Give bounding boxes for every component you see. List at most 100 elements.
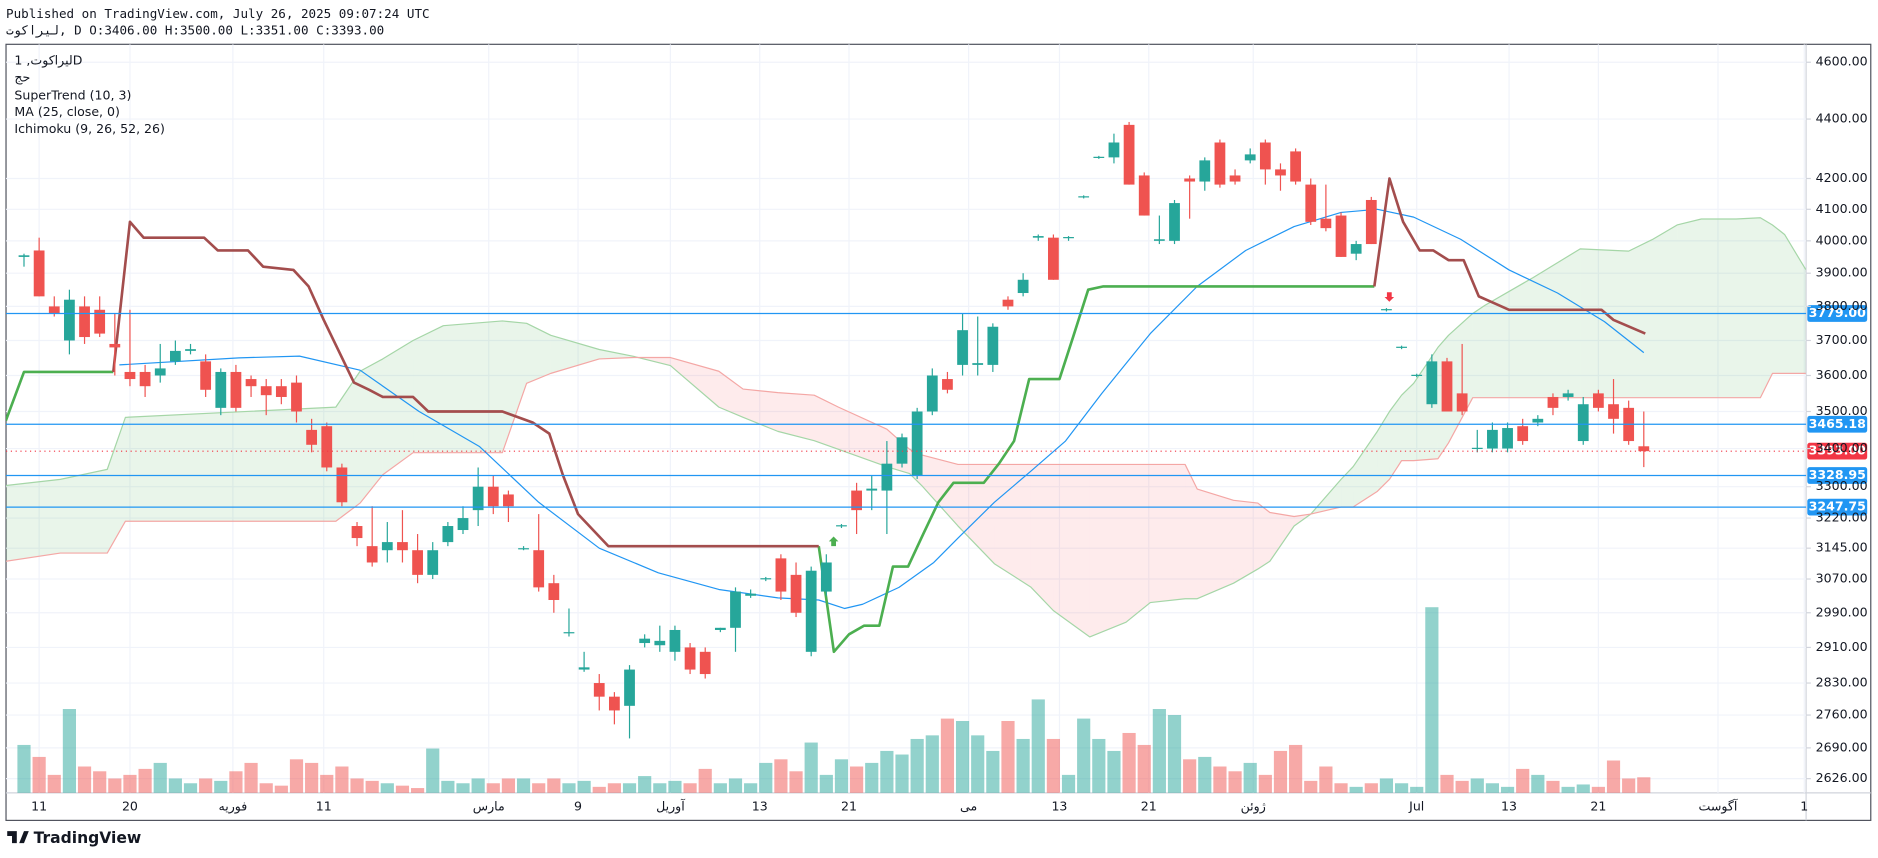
candle-body: [820, 562, 832, 592]
cloud-segment: [1628, 239, 1653, 398]
candle-body: [200, 361, 212, 390]
volume-bar: [910, 738, 924, 793]
candle-body: [1108, 142, 1120, 158]
volume-bar: [244, 762, 258, 793]
candle-body: [1547, 396, 1559, 408]
candle-body: [1562, 393, 1574, 397]
cloud-segment: [718, 371, 744, 418]
candle-body: [1032, 236, 1044, 238]
candle-body: [1290, 151, 1302, 182]
candle-body: [1078, 196, 1090, 198]
cloud-segment: [1030, 464, 1054, 611]
cloud-segment: [1257, 503, 1270, 570]
candle-body: [836, 525, 847, 527]
x-tick-label: 20: [122, 799, 138, 814]
cloud-segment: [1784, 234, 1806, 374]
candle-body: [1350, 244, 1362, 254]
candle-body: [533, 550, 545, 588]
volume-bar: [214, 780, 228, 793]
candle-body: [1259, 142, 1271, 170]
y-tick-label: 3070.00: [1816, 571, 1868, 586]
volume-bar: [1576, 784, 1590, 793]
candle-body: [593, 683, 605, 697]
indicators: [6, 177, 1646, 654]
volume-bar: [305, 762, 319, 793]
volume-bar: [1319, 766, 1333, 793]
candle-body: [1335, 215, 1347, 257]
candle-body: [608, 696, 620, 711]
volume-bar: [138, 768, 152, 793]
candle-body: [94, 309, 106, 334]
volume-bar: [1606, 760, 1621, 793]
legend-ma: MA (25, close, 0): [14, 104, 120, 119]
volume-bar: [259, 783, 273, 793]
y-tick-label: 3300.00: [1816, 478, 1868, 493]
volume-bar: [1031, 699, 1045, 793]
candle-body: [427, 550, 439, 575]
candle-body: [351, 526, 363, 539]
candle-body: [33, 250, 45, 297]
volume-bar: [1304, 780, 1318, 793]
cloud-segment: [1652, 224, 1678, 398]
legend-symbol: لیراکوت, 1D: [14, 53, 82, 69]
legend-supertrend: SuperTrend (10, 3): [14, 87, 131, 102]
volume-bar: [274, 785, 288, 793]
candle-body: [881, 463, 893, 491]
volume-bar: [62, 709, 76, 793]
candle-body: [487, 486, 499, 507]
candle-body: [714, 627, 726, 630]
candle-body: [926, 375, 938, 412]
volume-bar: [1546, 780, 1560, 793]
cloud-segment: [1233, 500, 1258, 584]
legend-volume: حج: [14, 69, 30, 84]
volume-bar: [153, 762, 167, 793]
logo: TradingView: [7, 829, 141, 847]
volume-bar: [789, 771, 803, 793]
volume-bar: [1243, 762, 1257, 793]
candle-body: [518, 548, 529, 550]
volume-bar: [93, 771, 107, 793]
y-tick-label: 4400.00: [1816, 111, 1868, 126]
volume-bar: [1198, 756, 1212, 793]
y-tick-label: 4100.00: [1816, 201, 1868, 216]
span-a: [6, 217, 1807, 638]
cloud-segment: [1736, 217, 1761, 398]
volume-bar: [895, 754, 909, 793]
candle-body: [1456, 393, 1468, 412]
cloud-segment: [125, 407, 336, 522]
volume-bar: [607, 783, 621, 793]
candle-body: [1184, 178, 1196, 182]
level-label: 3328.95: [1809, 467, 1866, 482]
cloud-segment: [502, 320, 527, 453]
volume-bar: [850, 766, 864, 793]
level-box: [1807, 305, 1868, 322]
candle-body: [684, 647, 696, 670]
levels: 3779.00 3465.18 3328.95 3247.75 3393.00: [6, 305, 1868, 516]
volume-bar: [350, 778, 364, 793]
cloud-segment: [1150, 464, 1186, 603]
x-tick-label: 11: [316, 799, 332, 814]
x-tick-label: فوریه: [219, 799, 248, 815]
candle-body: [1592, 393, 1604, 408]
logo-icon: [7, 831, 29, 844]
volume-bar: [77, 766, 92, 793]
volume-bar: [955, 720, 970, 793]
volume-bar: [47, 774, 61, 793]
volume-bar: [1016, 738, 1030, 793]
candle-body: [64, 299, 75, 341]
candle-body: [1638, 446, 1650, 452]
legend-ichimoku: Ichimoku (9, 26, 52, 26): [14, 121, 165, 136]
candle-body: [548, 583, 560, 601]
y-tick-label: 3600.00: [1816, 367, 1868, 382]
volume-bar: [1561, 786, 1575, 793]
volume-bar: [819, 774, 833, 793]
candle-body: [987, 326, 999, 365]
volume-bar: [108, 778, 122, 793]
cloud-segment: [1353, 431, 1378, 507]
candle-body: [942, 379, 953, 390]
volume-bar: [1107, 750, 1121, 793]
volume-bar: [744, 783, 758, 793]
candle-body: [745, 593, 757, 596]
volume-bar: [1637, 777, 1651, 793]
